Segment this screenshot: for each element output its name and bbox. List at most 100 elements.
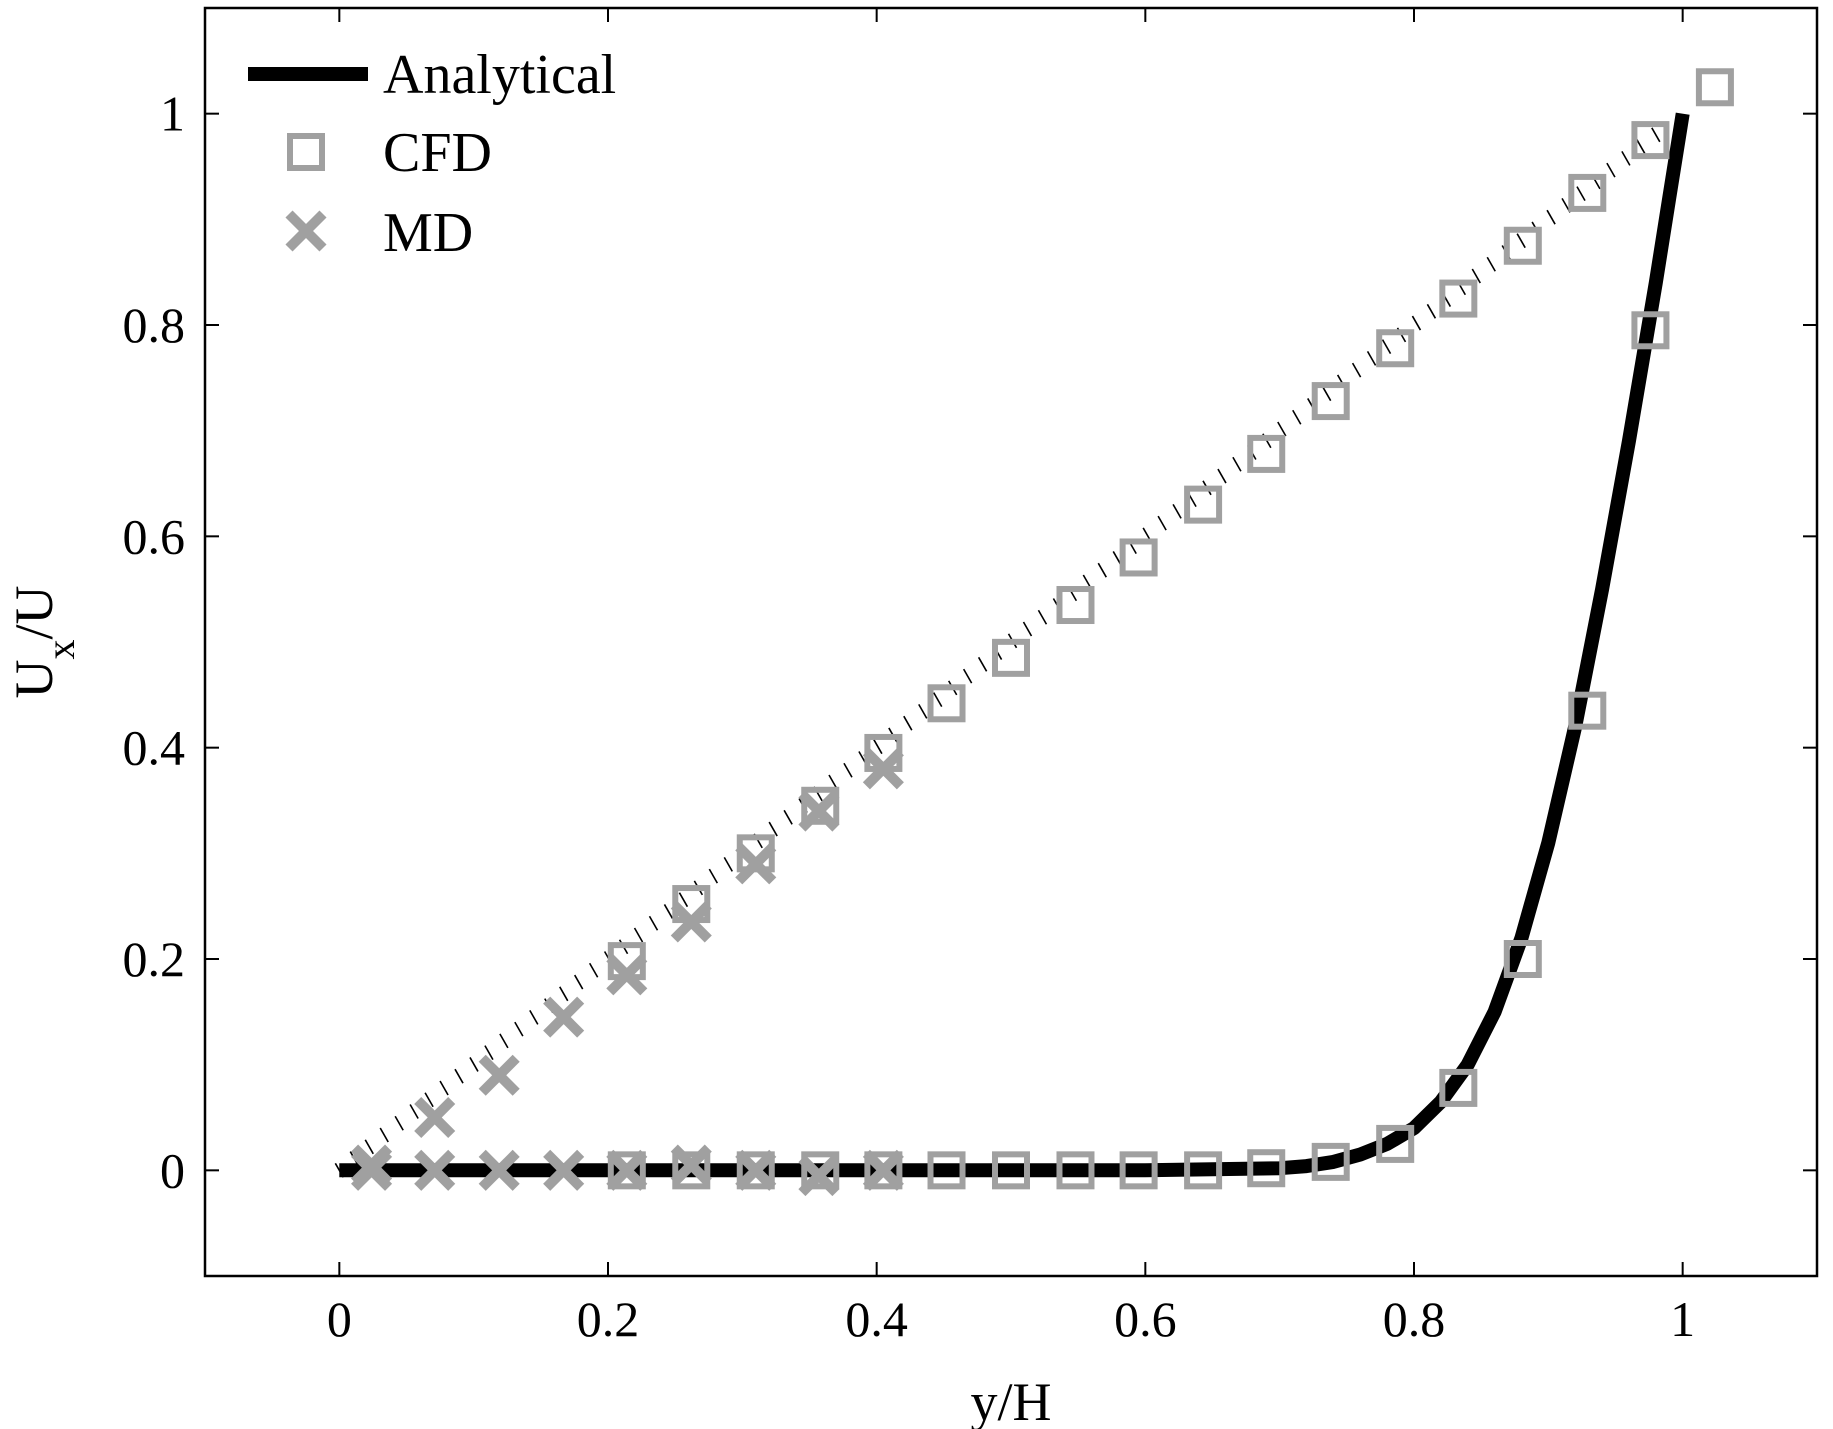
y-tick-label: 1 <box>160 86 185 142</box>
md-point <box>606 1149 648 1191</box>
cfd-point <box>1568 691 1607 730</box>
cfd-point <box>672 1151 711 1190</box>
hatch-mark <box>588 962 599 978</box>
cfd-point <box>672 885 711 924</box>
cfd-point <box>736 834 775 873</box>
legend-analytical-label: Analytical <box>383 44 616 106</box>
hatch-mark <box>648 915 659 931</box>
cfd-point <box>1503 226 1542 265</box>
cfd-point <box>1439 1068 1478 1107</box>
hatch-mark <box>573 974 584 990</box>
cfd-point <box>1695 68 1734 107</box>
md-cross-stroke <box>414 1149 456 1191</box>
cfd-point <box>607 1151 646 1190</box>
cfd-point <box>992 638 1030 677</box>
cfd-point <box>1119 538 1158 577</box>
cfd-point <box>1631 121 1670 160</box>
axis-ticks: 0 0.2 0.4 0.6 0.8 1 0 0.2 0.4 0.6 0.8 1 <box>123 8 1817 1347</box>
hatch-mark <box>364 1139 374 1155</box>
hatch-mark <box>1426 303 1437 319</box>
cfd-point <box>1311 382 1350 421</box>
md-point <box>862 1149 904 1191</box>
hatch-mark <box>843 762 853 778</box>
x-tick-label: 0.4 <box>845 1291 908 1347</box>
md-cross-stroke <box>543 996 585 1038</box>
hatch-mark <box>514 1021 524 1037</box>
cfd-point <box>1631 311 1670 350</box>
hatch-mark <box>1411 315 1422 331</box>
hatch-mark <box>783 809 793 825</box>
cfd-point <box>1439 279 1478 318</box>
md-cross-stroke <box>735 1149 777 1191</box>
legend-md-label: MD <box>383 202 473 264</box>
hatch-mark <box>469 1057 479 1072</box>
cfd-point <box>1568 173 1607 212</box>
md-cross-stroke <box>478 1149 520 1191</box>
hatch-mark <box>633 927 644 943</box>
hatch-mark <box>962 668 973 684</box>
hatch-mark <box>1606 162 1616 178</box>
hatch-mark <box>1621 150 1631 166</box>
x-tick-label: 0 <box>327 1291 352 1347</box>
md-point <box>414 1096 456 1139</box>
md-point <box>478 1149 520 1191</box>
hatch-mark <box>484 1045 494 1061</box>
cfd-point <box>1056 586 1095 625</box>
y-tick-label: 0.4 <box>123 720 186 776</box>
md-point <box>543 1149 585 1191</box>
hatch-mark <box>1321 386 1332 402</box>
md-point <box>543 996 585 1038</box>
md-point <box>351 1144 393 1186</box>
hatch-mark <box>1471 268 1481 284</box>
hatch-mark <box>499 1033 509 1049</box>
svg-text:Ux/U: Ux/U <box>4 586 83 699</box>
hatch-mark <box>1351 362 1362 378</box>
hatch-mark <box>933 692 943 708</box>
cfd-point <box>607 942 646 981</box>
cfd-point <box>1376 1124 1415 1163</box>
cfd-point <box>1376 329 1415 368</box>
hatch-mark <box>1366 350 1377 366</box>
y-axis-label: Ux/U <box>4 586 83 699</box>
cfd-point <box>864 1151 903 1190</box>
hatch-mark <box>1516 233 1526 249</box>
hatch-mark <box>1636 139 1646 154</box>
y-tick-label: 0 <box>160 1142 185 1198</box>
hatch-mark <box>723 856 733 872</box>
cfd-point <box>927 1151 966 1190</box>
legend: Analytical CFD MD <box>248 44 616 264</box>
hatch-mark <box>768 821 778 837</box>
hatch-mark <box>1277 421 1287 437</box>
cfd-point <box>1503 940 1542 978</box>
hatch-mark <box>379 1127 389 1143</box>
hatch-mark <box>454 1068 464 1084</box>
hatch-mark <box>1037 609 1048 625</box>
x-tick-label: 0.6 <box>1114 1291 1177 1347</box>
md-cross-stroke <box>606 1149 648 1191</box>
hatch-mark <box>529 1009 539 1025</box>
cfd-point <box>1184 485 1223 524</box>
hatch-mark <box>1576 186 1586 202</box>
md-point <box>735 843 777 885</box>
x-tick-label: 0.2 <box>577 1291 640 1347</box>
hatch-mark <box>1232 456 1242 472</box>
cfd-point <box>1119 1151 1158 1190</box>
cfd-point <box>1247 434 1286 473</box>
cfd-point <box>1184 1151 1223 1190</box>
hatch-mark <box>918 704 928 719</box>
cfd-point <box>736 1151 775 1190</box>
hatch-mark <box>559 986 569 1002</box>
hatch-mark <box>1157 515 1167 531</box>
cfd-point <box>864 733 903 772</box>
hatch-mark <box>663 904 674 919</box>
y-tick-label: 0.6 <box>123 508 186 564</box>
md-cross-stroke <box>351 1144 393 1186</box>
md-cross-stroke <box>478 1054 520 1096</box>
cfd-point <box>801 786 840 825</box>
legend-md-swatch <box>285 210 327 252</box>
cfd-point <box>1311 1142 1350 1181</box>
hatch-mark <box>1486 256 1496 272</box>
md-cross-stroke <box>543 1149 585 1191</box>
plot-layer <box>334 68 1734 1197</box>
